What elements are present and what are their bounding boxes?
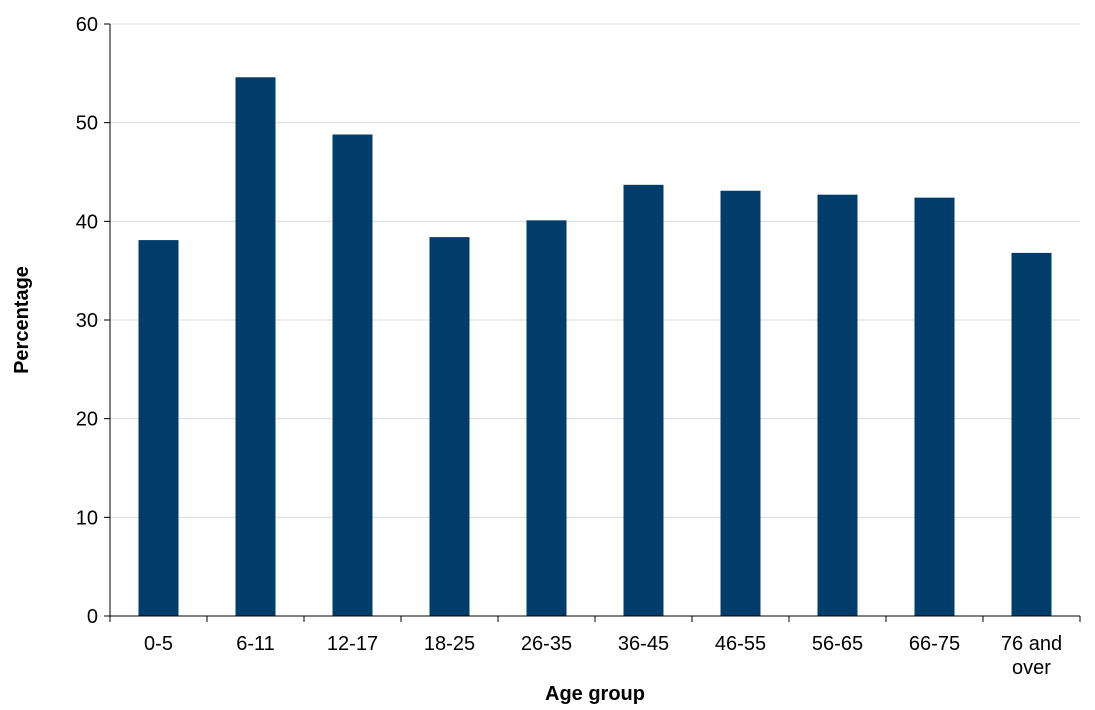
x-tick-label: 66-75	[909, 633, 960, 655]
x-tick-label: 18-25	[424, 633, 475, 655]
y-tick-label: 20	[76, 409, 98, 431]
bar-26-35	[526, 220, 567, 616]
x-tick-label: 36-45	[618, 633, 669, 655]
bar-56-65	[817, 194, 858, 616]
x-tick-label: 76 and	[1001, 633, 1062, 655]
bars	[138, 77, 1052, 617]
x-tick-label: 26-35	[521, 633, 572, 655]
bar-46-55	[720, 190, 761, 616]
bar-6-11	[235, 77, 276, 616]
y-tick-label: 40	[76, 211, 98, 233]
bar-36-45	[623, 184, 664, 616]
x-tick-label: 0-5	[144, 633, 173, 655]
x-tick-labels: 0-5 6-11 12-17 18-25 26-35 36-45 46-55 56-65 66-…	[109, 616, 1081, 679]
bar-12-17	[332, 134, 373, 617]
y-tick-label: 50	[76, 113, 98, 135]
x-tick-label: 6-11	[236, 633, 275, 655]
x-tick-label: 56-65	[812, 633, 863, 655]
y-tick-labels: 0 10 20 30 40 50 60	[76, 14, 110, 628]
x-tick-label: 12-17	[327, 633, 378, 655]
x-axis-title: Age group	[545, 683, 645, 705]
x-tick-label: over	[1012, 657, 1051, 679]
y-tick-label: 30	[76, 310, 98, 332]
x-tick-label: 46-55	[715, 633, 766, 655]
bar-76-and-over	[1011, 252, 1052, 616]
bar-0-5	[138, 240, 179, 616]
y-tick-label: 60	[76, 14, 98, 36]
bar-66-75	[914, 197, 955, 617]
y-tick-label: 10	[76, 507, 98, 529]
bar-18-25	[429, 237, 470, 616]
y-axis-title: Percentage	[11, 266, 33, 374]
y-tick-label: 0	[87, 606, 98, 628]
